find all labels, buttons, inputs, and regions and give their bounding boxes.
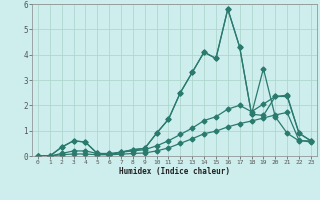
- X-axis label: Humidex (Indice chaleur): Humidex (Indice chaleur): [119, 167, 230, 176]
